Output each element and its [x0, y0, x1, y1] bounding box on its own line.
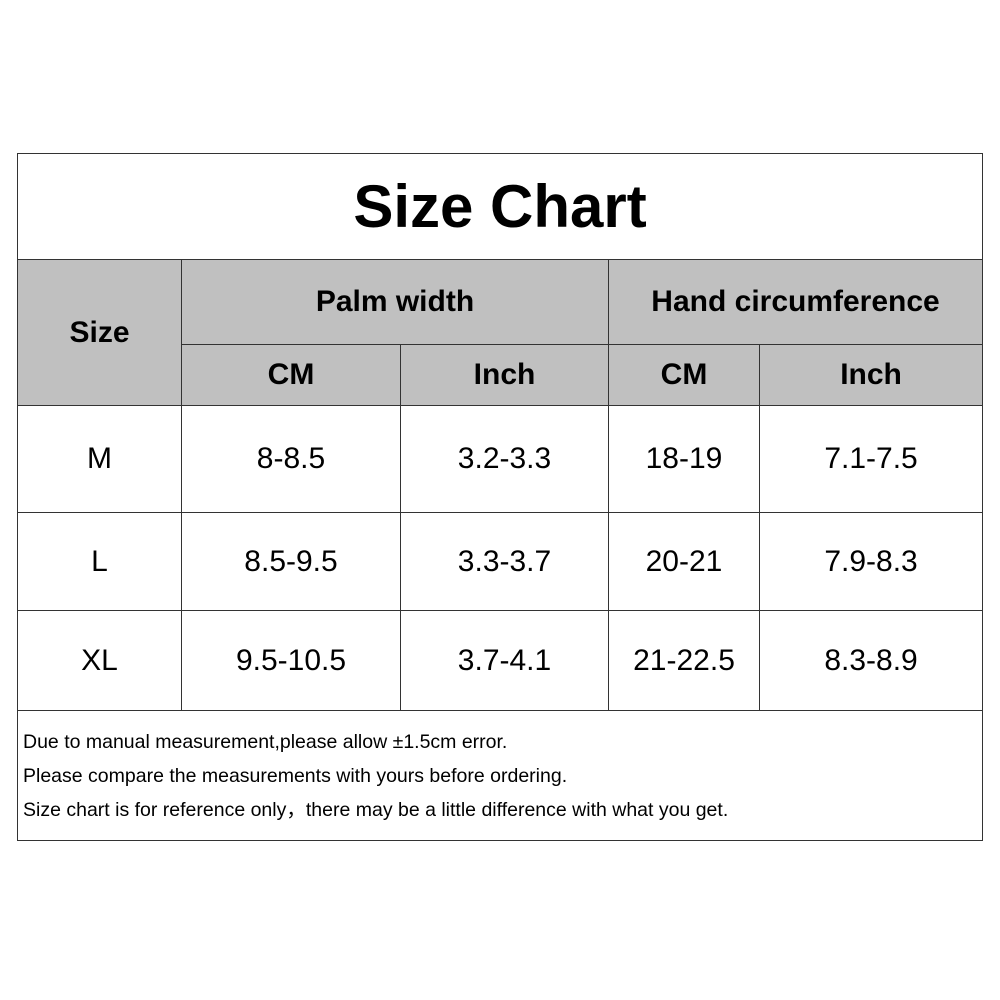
size-chart-table: Size Chart Size Palm width Hand circumfe…: [16, 153, 984, 841]
header-size: Size: [17, 259, 182, 406]
hand-cm-cell: 20-21: [608, 512, 760, 611]
notes: Due to manual measurement,please allow ±…: [16, 710, 984, 841]
palm-inch-cell: 3.2-3.3: [400, 405, 609, 513]
header-palm-width: Palm width: [181, 259, 609, 345]
header-hand-inch: Inch: [758, 344, 984, 406]
size-cell: M: [17, 405, 182, 513]
note-line: Size chart is for reference only，there m…: [23, 798, 729, 821]
palm-cm-cell: 8.5-9.5: [181, 512, 401, 611]
header-hand-cm: CM: [608, 344, 760, 406]
palm-inch-cell: 3.3-3.7: [400, 512, 609, 611]
header-palm-cm: CM: [181, 344, 401, 406]
hand-inch-cell: 7.1-7.5: [758, 405, 984, 513]
hand-inch-cell: 8.3-8.9: [758, 610, 984, 711]
hand-cm-cell: 18-19: [608, 405, 760, 513]
size-cell: L: [17, 512, 182, 611]
table-row: XL 9.5-10.5 3.7-4.1 21-22.5 8.3-8.9: [17, 610, 984, 711]
note-line: Due to manual measurement,please allow ±…: [23, 730, 508, 753]
chart-title: Size Chart: [16, 153, 984, 260]
hand-cm-cell: 21-22.5: [608, 610, 760, 711]
hand-inch-cell: 7.9-8.3: [758, 512, 984, 611]
palm-cm-cell: 8-8.5: [181, 405, 401, 513]
table-row: L 8.5-9.5 3.3-3.7 20-21 7.9-8.3: [17, 512, 984, 611]
header-hand-circumference: Hand circumference: [607, 259, 984, 345]
header-palm-inch: Inch: [400, 344, 609, 406]
palm-cm-cell: 9.5-10.5: [181, 610, 401, 711]
size-cell: XL: [17, 610, 182, 711]
palm-inch-cell: 3.7-4.1: [400, 610, 609, 711]
table-row: M 8-8.5 3.2-3.3 18-19 7.1-7.5: [17, 405, 984, 513]
note-line: Please compare the measurements with you…: [23, 764, 568, 787]
